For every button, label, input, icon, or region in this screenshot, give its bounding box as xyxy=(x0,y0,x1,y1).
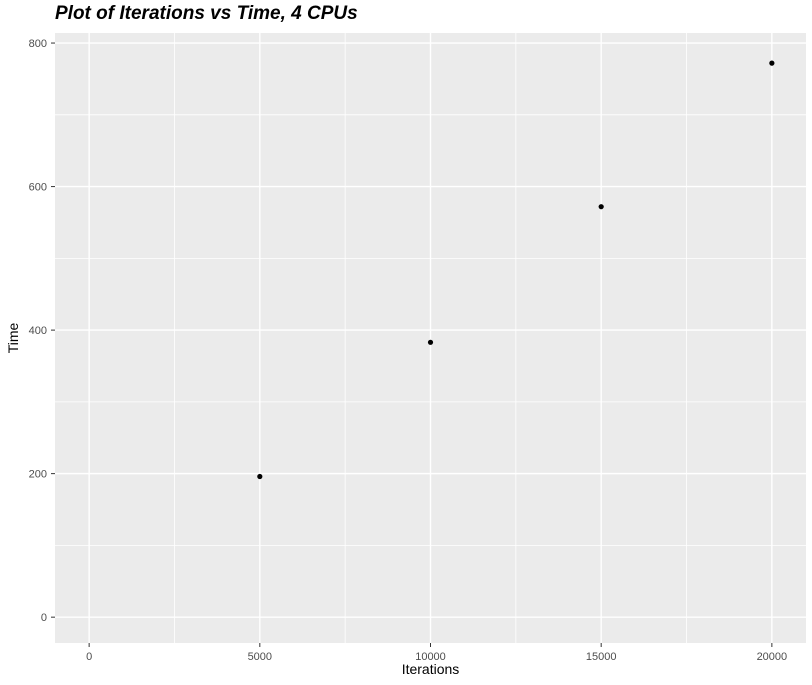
data-point xyxy=(598,204,604,210)
data-point xyxy=(427,339,434,345)
chart-title: Plot of Iterations vs Time, 4 CPUs xyxy=(55,3,358,24)
x-tick-label: 20000 xyxy=(757,651,788,663)
y-tick-label: 600 xyxy=(29,182,47,194)
data-point xyxy=(257,473,263,480)
x-tick-label: 10000 xyxy=(415,651,446,663)
y-tick-label: 200 xyxy=(29,469,47,481)
x-tick-label: 0 xyxy=(86,651,92,663)
x-tick-label: 15000 xyxy=(586,651,617,663)
y-axis-title: Time xyxy=(5,322,21,354)
data-point xyxy=(769,60,775,66)
x-tick-label: 5000 xyxy=(248,651,272,663)
y-tick-label: 0 xyxy=(41,612,47,624)
x-axis-title: Iterations xyxy=(401,661,460,677)
y-tick-label: 800 xyxy=(29,38,47,50)
y-tick-label: 400 xyxy=(29,325,47,337)
